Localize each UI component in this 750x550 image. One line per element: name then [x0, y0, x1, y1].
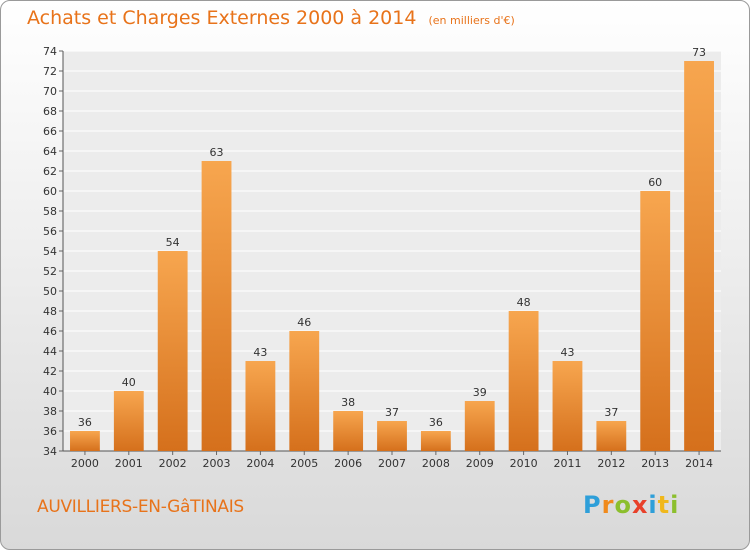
bar-value-label: 40 [122, 376, 136, 389]
x-tick-label: 2002 [159, 457, 187, 470]
y-tick-label: 34 [43, 445, 57, 458]
bar [464, 401, 495, 451]
x-tick-label: 2013 [641, 457, 669, 470]
x-tick-label: 2000 [71, 457, 99, 470]
bar-value-label: 43 [253, 346, 267, 359]
x-tick-label: 2006 [334, 457, 362, 470]
bar [508, 311, 539, 451]
logo-letter: t [657, 491, 671, 519]
commune-name: AUVILLIERS-EN-GâTINAIS [37, 497, 244, 517]
bar-value-label: 36 [429, 416, 443, 429]
bar [201, 161, 232, 451]
y-tick-label: 74 [43, 45, 57, 58]
y-tick-label: 44 [43, 345, 57, 358]
y-tick-label: 36 [43, 425, 57, 438]
chart-title: Achats et Charges Externes 2000 à 2014 [27, 7, 417, 29]
x-tick-label: 2012 [597, 457, 625, 470]
bar-value-label: 39 [473, 386, 487, 399]
y-tick-label: 38 [43, 405, 57, 418]
bar-value-label: 46 [297, 316, 311, 329]
y-tick-label: 50 [43, 285, 57, 298]
x-tick-label: 2007 [378, 457, 406, 470]
bar-value-label: 43 [560, 346, 574, 359]
bar-value-label: 38 [341, 396, 355, 409]
bar-value-label: 63 [210, 146, 224, 159]
y-tick-label: 66 [43, 125, 57, 138]
logo-letter: r [601, 491, 615, 519]
bar [640, 191, 671, 451]
bar-value-label: 73 [692, 46, 706, 59]
bar [552, 361, 583, 451]
chart-title-block: Achats et Charges Externes 2000 à 2014 (… [27, 7, 515, 29]
bar [157, 251, 188, 451]
bar-value-label: 54 [166, 236, 180, 249]
bar [596, 421, 627, 451]
x-tick-label: 2003 [203, 457, 231, 470]
bar [333, 411, 364, 451]
y-tick-label: 64 [43, 145, 57, 158]
chart-subtitle: (en milliers d'€) [428, 14, 515, 27]
y-tick-label: 58 [43, 205, 57, 218]
bar [420, 431, 451, 451]
x-tick-label: 2001 [115, 457, 143, 470]
x-tick-label: 2009 [466, 457, 494, 470]
y-tick-label: 52 [43, 265, 57, 278]
y-tick-label: 56 [43, 225, 57, 238]
x-tick-label: 2004 [246, 457, 274, 470]
x-tick-label: 2011 [553, 457, 581, 470]
y-tick-label: 54 [43, 245, 57, 258]
logo-letter: x [631, 491, 649, 519]
logo-letter: o [614, 491, 632, 519]
y-tick-label: 46 [43, 325, 57, 338]
x-tick-label: 2010 [510, 457, 538, 470]
bar-value-label: 37 [385, 406, 399, 419]
bar [245, 361, 276, 451]
x-tick-label: 2005 [290, 457, 318, 470]
y-tick-label: 40 [43, 385, 57, 398]
logo-letter: i [670, 491, 680, 519]
logo-letter: P [583, 491, 602, 519]
y-tick-label: 42 [43, 365, 57, 378]
y-tick-label: 68 [43, 105, 57, 118]
bar [113, 391, 144, 451]
bar [377, 421, 407, 451]
y-tick-label: 72 [43, 65, 57, 78]
bar-value-label: 37 [604, 406, 618, 419]
y-tick-label: 60 [43, 185, 57, 198]
x-tick-label: 2014 [685, 457, 713, 470]
y-tick-label: 62 [43, 165, 57, 178]
x-tick-label: 2008 [422, 457, 450, 470]
bar-value-label: 36 [78, 416, 92, 429]
bar [70, 431, 100, 451]
proxiti-logo: Proxiti [583, 491, 679, 519]
bar [684, 61, 714, 451]
bar-value-label: 48 [517, 296, 531, 309]
bar [289, 331, 320, 451]
y-tick-label: 70 [43, 85, 57, 98]
y-tick-label: 48 [43, 305, 57, 318]
bar-value-label: 60 [648, 176, 662, 189]
logo-letter: i [648, 491, 658, 519]
